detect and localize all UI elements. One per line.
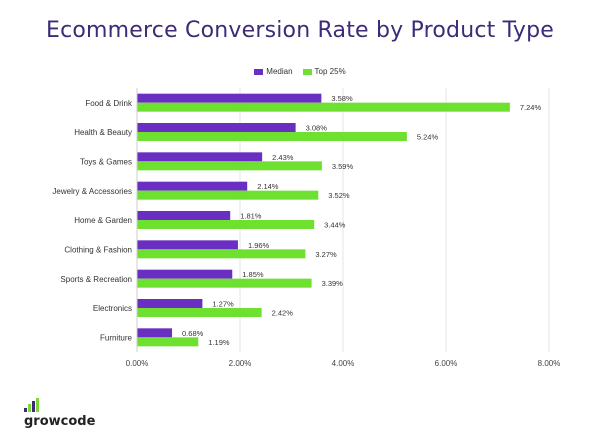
data-label: 3.44% [324,220,346,229]
median-bar [137,211,231,220]
top25-bar [137,308,262,317]
top25-bar [137,190,319,200]
category-label: Sports & Recreation [60,275,132,284]
median-bar [137,181,248,191]
top25-bar [137,161,322,171]
median-bar [137,152,263,162]
data-label: 1.96% [248,241,270,250]
category-label: Electronics [93,304,132,313]
data-label: 7.24% [520,103,542,112]
data-label: 3.58% [331,94,353,103]
data-label: 0.68% [182,329,204,338]
legend-swatch-top25 [302,68,312,75]
top25-bar [137,220,315,229]
legend-item-median: Median [254,67,293,76]
category-label: Toys & Games [80,157,132,166]
median-bar [137,93,322,103]
category-label: Jewelry & Accessories [52,187,132,196]
data-label: 3.39% [322,279,344,288]
data-label: 2.14% [257,182,279,191]
data-label: 1.81% [240,211,262,220]
legend-swatch-median [254,68,264,75]
median-bar [137,328,173,338]
category-label: Health & Beauty [74,128,132,137]
data-label: 1.85% [242,270,264,279]
chart-legend: Median Top 25% [0,67,600,76]
category-label: Clothing & Fashion [64,245,132,254]
x-tick-label: 2.00% [229,359,252,368]
top25-bar [137,337,199,347]
data-label: 3.59% [332,162,354,171]
data-label: 5.24% [417,132,439,141]
x-tick-label: 8.00% [538,359,561,368]
top25-bar [137,278,312,288]
bar-growth-icon [24,398,40,412]
median-bar [137,123,296,132]
top25-bar [137,249,306,259]
top25-bar [137,102,510,112]
median-bar [137,269,233,279]
median-bar [137,299,203,308]
chart-title: Ecommerce Conversion Rate by Product Typ… [45,18,555,43]
category-label: Food & Drink [85,99,133,108]
legend-item-top25: Top 25% [302,67,346,76]
data-label: 1.19% [208,338,230,347]
data-label: 3.27% [315,250,337,259]
x-tick-label: 4.00% [332,359,355,368]
x-tick-label: 6.00% [435,359,458,368]
legend-label-median: Median [266,67,293,76]
data-label: 2.42% [272,308,294,317]
data-label: 2.43% [272,153,294,162]
legend-label-top25: Top 25% [314,67,346,76]
data-label: 3.08% [306,123,328,132]
category-label: Home & Garden [74,216,132,225]
category-label: Furniture [100,333,133,342]
top25-bar [137,132,407,141]
data-label: 1.27% [212,299,234,308]
x-tick-label: 0.00% [126,359,149,368]
median-bar [137,240,238,250]
brand-name: growcode [24,414,96,429]
data-label: 3.52% [328,191,350,200]
brand-logo: growcode [24,398,95,429]
